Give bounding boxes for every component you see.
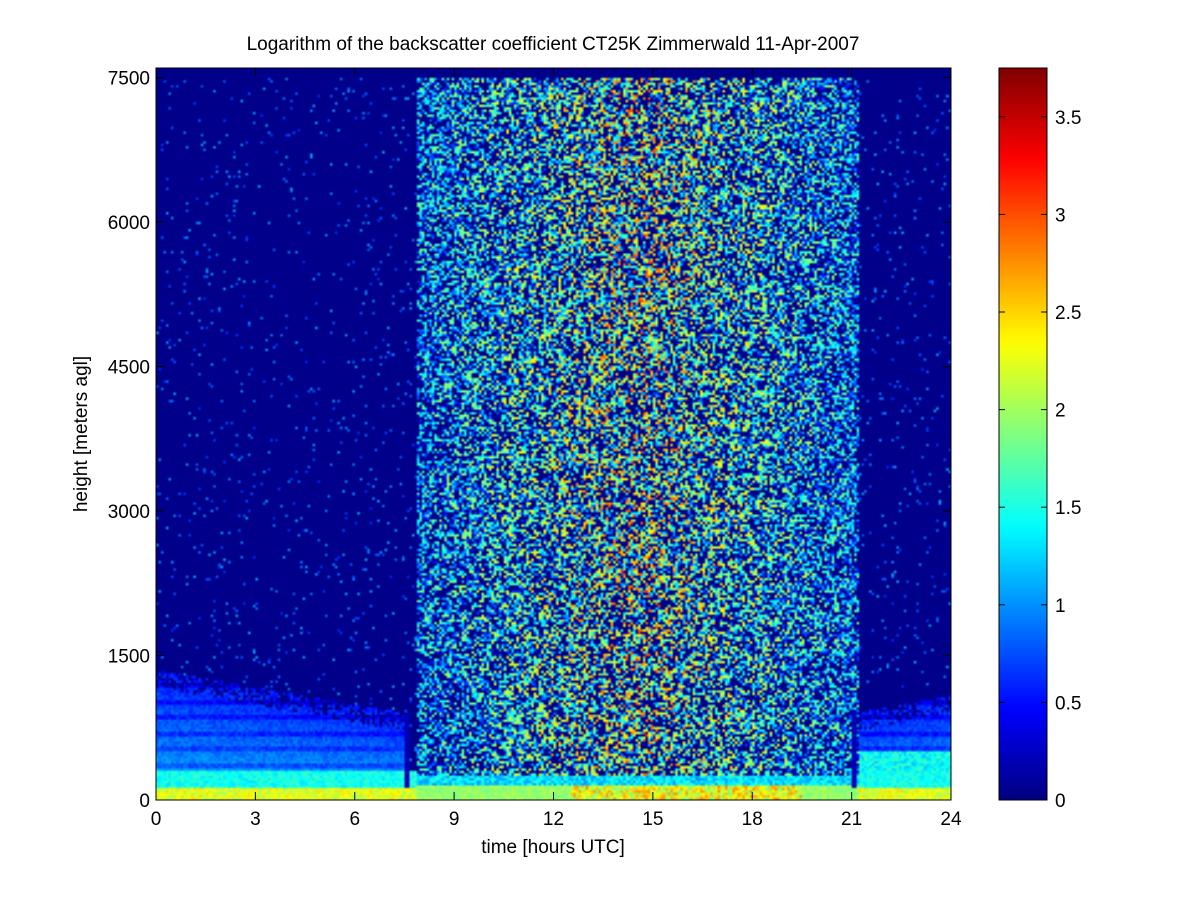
x-tick-label: 3 (250, 809, 261, 830)
colorbar-frame (998, 67, 1048, 801)
x-tick-label: 21 (841, 809, 862, 830)
colorbar-ticks: 0 0.5 1 1.5 2 2.5 3 3.5 (999, 108, 1081, 812)
heatmap-image (156, 68, 951, 800)
x-tick-label: 0 (151, 809, 162, 830)
y-tick-label: 7500 (108, 69, 150, 90)
colorbar-tick-label: 0.5 (1055, 693, 1081, 714)
y-axis-label: height [meters agl] (71, 356, 92, 512)
colorbar-tick-label: 1 (1055, 596, 1066, 617)
colorbar-tick-label: 3 (1055, 205, 1066, 226)
colorbar-gradient (999, 68, 1047, 800)
colorbar: 0 0.5 1 1.5 2 2.5 3 3.5 (998, 67, 1081, 812)
colorbar-tick-label: 2.5 (1055, 303, 1081, 324)
x-tick-label: 15 (642, 809, 663, 830)
x-axis-label: time [hours UTC] (481, 837, 625, 858)
colorbar-tick-label: 1.5 (1055, 498, 1081, 519)
colorbar-tick-label: 2 (1055, 401, 1066, 422)
colorbar-tick-label: 3.5 (1055, 108, 1081, 129)
y-tick-label: 3000 (108, 502, 150, 523)
heatmap-plot: 0 3 6 9 12 15 18 21 24 0 1500 3000 4500 6000 7500 (108, 67, 962, 830)
y-tick-label: 0 (139, 791, 150, 812)
x-tick-label: 24 (940, 809, 962, 830)
y-tick-label: 1500 (108, 647, 150, 668)
y-axis-ticks: 0 1500 3000 4500 6000 7500 (108, 69, 951, 812)
x-tick-label: 18 (742, 809, 763, 830)
x-tick-label: 9 (449, 809, 460, 830)
y-tick-label: 6000 (108, 213, 150, 234)
x-tick-label: 12 (543, 809, 564, 830)
colorbar-tick-label: 0 (1055, 791, 1066, 812)
chart-title: Logarithm of the backscatter coefficient… (247, 34, 860, 55)
x-tick-label: 6 (349, 809, 360, 830)
y-tick-label: 4500 (108, 358, 150, 379)
x-axis-ticks: 0 3 6 9 12 15 18 21 24 (151, 68, 962, 830)
